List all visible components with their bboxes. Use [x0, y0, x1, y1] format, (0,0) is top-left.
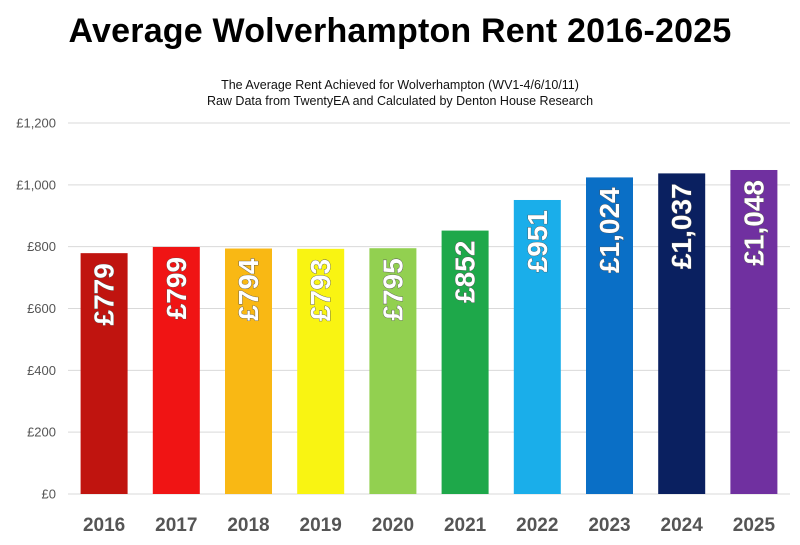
x-tick-label: 2022 — [516, 515, 558, 536]
bar — [586, 177, 633, 494]
bar — [513, 199, 561, 495]
y-tick-label: £1,000 — [16, 177, 56, 192]
data-label: £794 — [233, 258, 264, 321]
x-tick-label: 2017 — [155, 515, 197, 536]
bar — [441, 230, 489, 494]
bar — [152, 246, 200, 494]
data-label: £1,048 — [738, 180, 769, 266]
bar — [225, 248, 272, 494]
x-tick-label: 2021 — [444, 515, 487, 536]
chart-title: Average Wolverhampton Rent 2016-2025 — [68, 12, 732, 50]
y-tick-label: £1,200 — [16, 116, 56, 131]
y-tick-label: £600 — [27, 301, 56, 316]
y-tick-label: £800 — [27, 239, 56, 254]
x-tick-label: 2019 — [300, 515, 342, 536]
x-tick-label: 2023 — [588, 515, 630, 536]
bar — [730, 169, 778, 494]
data-label: £852 — [450, 241, 481, 303]
y-tick-label: £0 — [42, 487, 56, 502]
bar — [80, 253, 128, 494]
x-tick-label: 2025 — [733, 515, 776, 536]
data-label: £951 — [522, 210, 553, 272]
data-label: £779 — [89, 263, 120, 325]
bar — [369, 248, 417, 494]
bar — [297, 248, 345, 494]
chart-subtitle-line-1: The Average Rent Achieved for Wolverhamp… — [221, 78, 579, 92]
x-tick-label: 2018 — [227, 515, 269, 536]
bar — [658, 173, 706, 494]
data-label: £799 — [161, 257, 192, 319]
x-tick-label: 2020 — [372, 515, 414, 536]
data-label: £1,024 — [594, 187, 625, 273]
data-label: £1,037 — [666, 183, 697, 269]
data-label: £795 — [377, 258, 408, 320]
x-tick-label: 2016 — [83, 515, 125, 536]
chart-subtitle-line-2: Raw Data from TwentyEA and Calculated by… — [206, 94, 594, 108]
data-label: £793 — [305, 259, 336, 321]
y-tick-label: £400 — [27, 363, 56, 378]
y-tick-label: £200 — [27, 425, 56, 440]
x-tick-label: 2024 — [661, 515, 704, 536]
